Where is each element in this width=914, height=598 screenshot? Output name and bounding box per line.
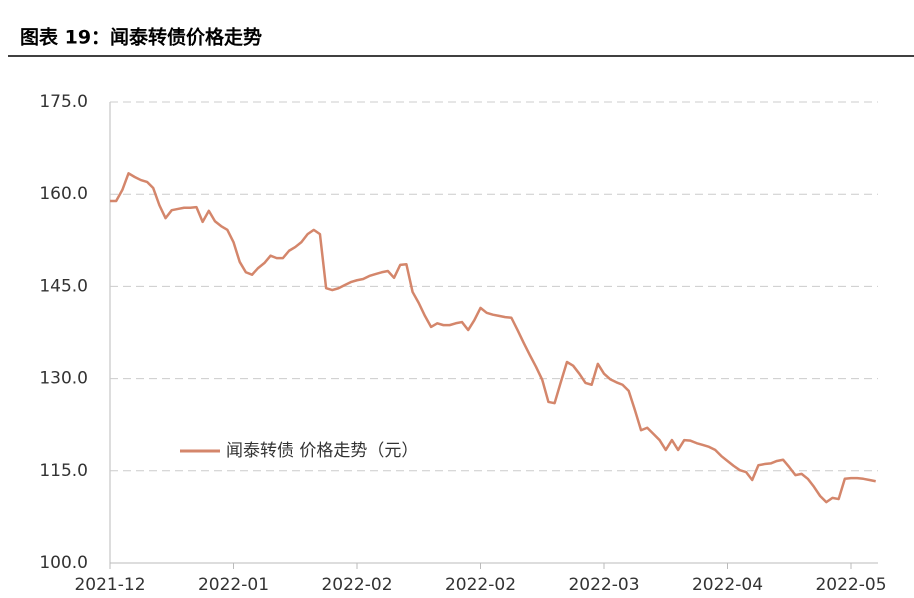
y-tick-label: 100.0 [39,553,88,573]
price-line [110,172,876,504]
y-tick-label: 175.0 [39,92,88,112]
x-tick-label: 2022-01 [198,575,269,595]
x-tick-label: 2022-03 [568,575,639,595]
y-tick-label: 130.0 [39,369,88,389]
chart-title: 图表 19：闻泰转债价格走势 [20,26,262,49]
y-tick-label: 115.0 [39,461,88,481]
x-tick-label: 2022-02 [321,575,392,595]
x-tick-label: 2022-05 [815,575,886,595]
y-tick-label: 145.0 [39,276,88,296]
y-tick-label: 160.0 [39,184,88,204]
x-tick-label: 2022-04 [692,575,763,595]
legend-label: 闻泰转债 价格走势（元） [226,441,418,461]
x-tick-label: 2021-12 [74,575,145,595]
x-tick-label: 2022-02 [445,575,516,595]
